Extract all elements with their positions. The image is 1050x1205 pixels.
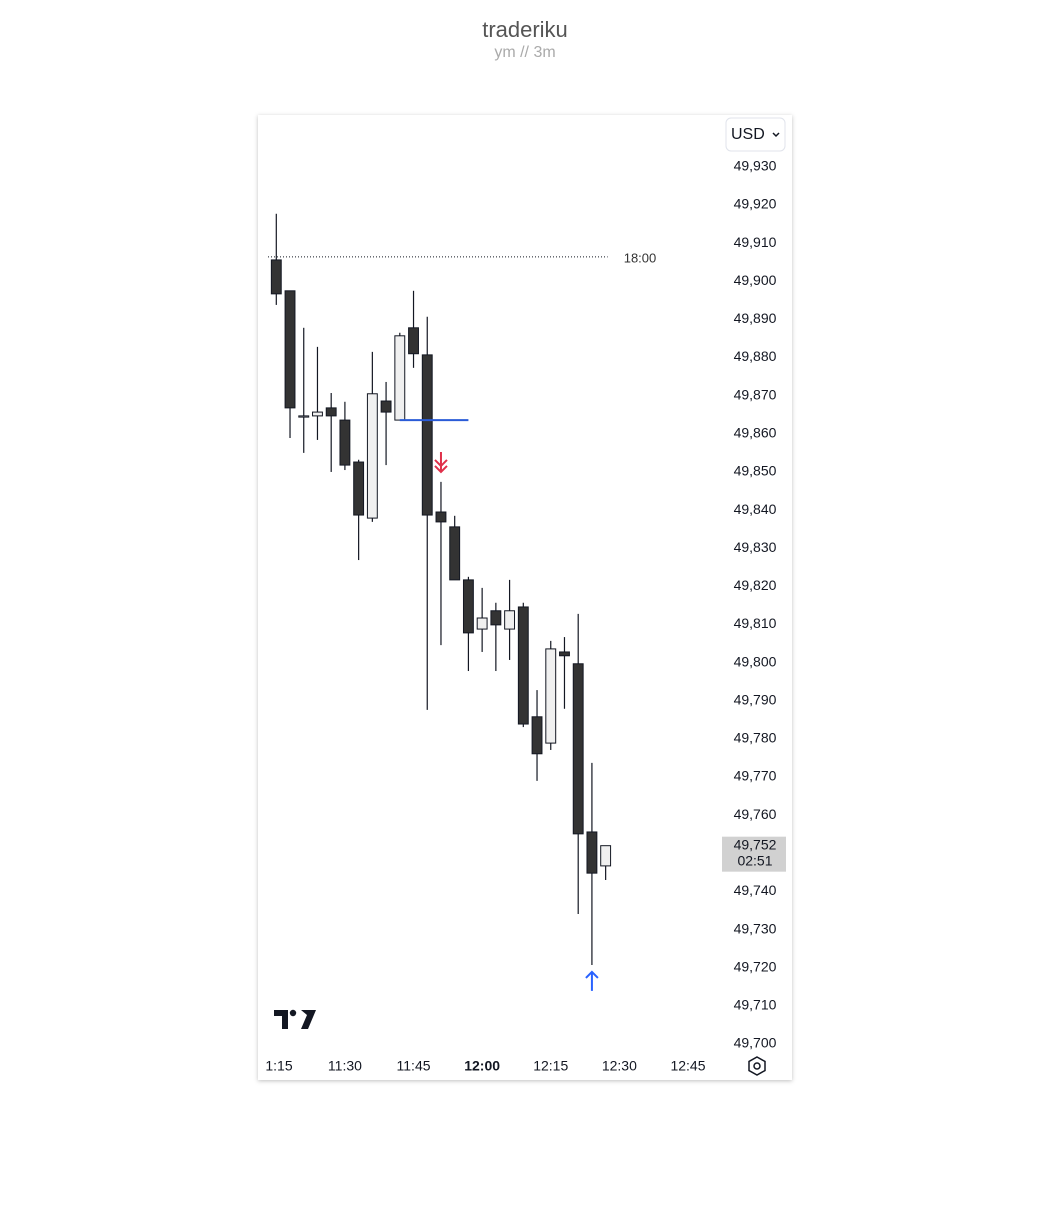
y-tick-label: 49,730 [734, 920, 777, 936]
x-tick-label: 12:45 [670, 1058, 705, 1074]
candle-body [366, 393, 378, 519]
y-tick-label: 49,790 [734, 691, 777, 707]
y-tick-label: 49,700 [734, 1035, 777, 1051]
candle-body [449, 526, 461, 581]
y-tick-label: 49,800 [734, 653, 777, 669]
signal-arrow [585, 970, 599, 991]
candle-body [586, 831, 598, 874]
y-tick-label: 49,840 [734, 501, 777, 517]
countdown-label: 02:51 [737, 852, 772, 868]
candle-body [517, 606, 529, 725]
candle-body [545, 648, 557, 744]
y-tick-label: 49,710 [734, 997, 777, 1013]
chart-card [258, 115, 792, 1080]
candle-body [531, 716, 543, 755]
x-tick-label: 12:15 [533, 1058, 568, 1074]
currency-label[interactable]: USD [731, 126, 765, 143]
candle-body [270, 259, 282, 295]
x-tick-label: 11:45 [397, 1058, 431, 1074]
y-tick-label: 49,830 [734, 539, 777, 555]
y-tick-label: 49,720 [734, 958, 777, 974]
candle-body [284, 290, 296, 409]
candle-body [421, 354, 433, 516]
plot-area [268, 213, 612, 991]
candle-body [572, 663, 584, 835]
x-tick-label: 12:30 [602, 1058, 637, 1074]
subtitle: ym // 3m [494, 44, 555, 61]
x-tick-label: 11:30 [328, 1058, 362, 1074]
settings-icon[interactable] [748, 1056, 766, 1076]
y-tick-label: 49,900 [734, 272, 777, 288]
last-price-box [722, 836, 786, 872]
candle-body [394, 335, 406, 421]
y-tick-label: 49,870 [734, 386, 777, 402]
title: traderiku [482, 17, 568, 42]
candle-body [476, 617, 488, 630]
y-tick-label: 49,810 [734, 615, 777, 631]
candle-body [298, 415, 310, 418]
y-tick-label: 49,890 [734, 310, 777, 326]
candle-body [353, 461, 365, 516]
y-tick-label: 49,820 [734, 577, 777, 593]
y-tick-label: 49,880 [734, 348, 777, 364]
y-tick-label: 49,850 [734, 463, 777, 479]
candle-body [380, 400, 392, 413]
candle-body [504, 610, 516, 630]
candle-body [490, 610, 502, 626]
y-tick-label: 49,930 [734, 158, 777, 174]
candle-body [559, 651, 570, 657]
candle-body [600, 845, 612, 867]
candle-body [339, 419, 351, 466]
chevron [772, 132, 780, 138]
tv-logo [274, 1009, 316, 1029]
y-tick-label: 49,920 [734, 196, 777, 212]
candle-body [325, 407, 337, 417]
candle-body [408, 327, 419, 355]
y-tick-label: 49,910 [734, 234, 777, 250]
currency-button[interactable]: USD [725, 117, 786, 152]
y-tick-label: 49,770 [734, 768, 777, 784]
y-tick-label: 49,760 [734, 806, 777, 822]
y-tick-label: 49,780 [734, 730, 777, 746]
x-tick-label: 1:15 [265, 1058, 292, 1074]
candle-body [435, 511, 447, 523]
candle-body [462, 579, 474, 634]
candle-body [312, 411, 323, 417]
level-label: 18:00 [624, 250, 657, 265]
y-tick-label: 49,860 [734, 425, 777, 441]
x-tick-label: 12:00 [464, 1058, 500, 1074]
last-price-label: 49,752 [734, 836, 777, 852]
signal-arrow [434, 451, 448, 474]
y-tick-label: 49,740 [734, 882, 777, 898]
